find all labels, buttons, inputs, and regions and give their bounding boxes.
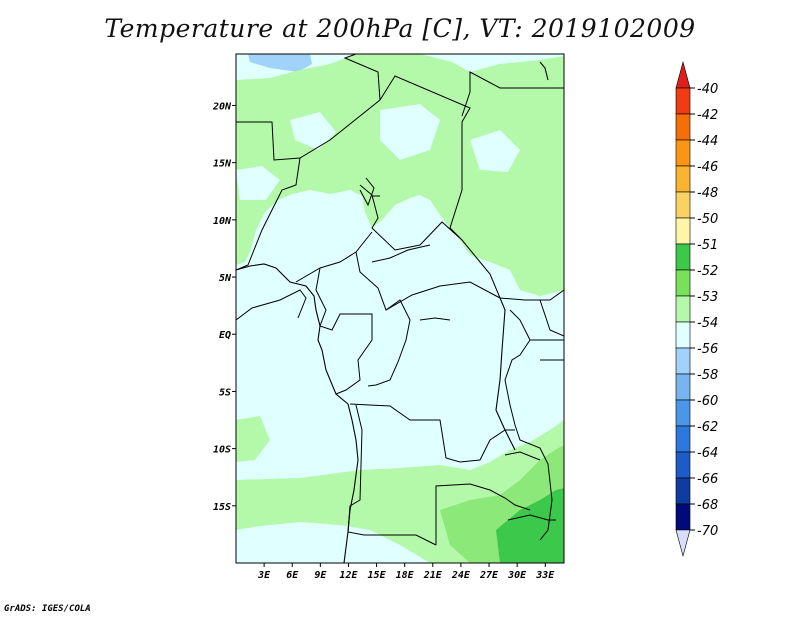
- lat-tick-label: 10S: [213, 445, 231, 456]
- colorbar-label: -70: [697, 524, 718, 539]
- border-line: [504, 309, 553, 541]
- field-warm-peak: [496, 488, 564, 563]
- colorbar-label: -51: [697, 238, 718, 253]
- lat-tick-label: 5N: [219, 273, 232, 284]
- colorbar-label: -62: [697, 420, 718, 435]
- colorbar-swatch: [675, 399, 691, 427]
- colorbar-label: -50: [697, 212, 718, 227]
- credit-text: GrADS: IGES/COLA: [4, 604, 91, 614]
- colorbar-swatch: [675, 425, 691, 453]
- colorbar-swatch: [675, 373, 691, 401]
- colorbar: -40 -42 -44 -46 -48 -50 -51 -52 -53 -54 -56 -58 -60 -…: [675, 60, 718, 558]
- colorbar-label: -44: [697, 134, 718, 149]
- colorbar-label: -56: [697, 342, 718, 357]
- country-borders: [236, 54, 564, 546]
- border-line: [236, 157, 301, 271]
- field-cool-hole-2: [470, 130, 520, 172]
- lat-axis: 20N 15N 10N 5N EQ 5S 10S 15S: [212, 101, 236, 513]
- lon-tick-label: 12E: [339, 570, 358, 581]
- map-frame: [235, 53, 565, 564]
- field-warm-west-patch: [236, 416, 270, 462]
- colorbar-label: -66: [697, 472, 718, 487]
- colorbar-swatch: [675, 113, 691, 141]
- lon-tick-label: 24E: [451, 570, 471, 581]
- lon-axis: 3E 6E 9E 12E 15E 18E 21E 24E 27E 30E 33E: [257, 563, 555, 581]
- colorbar-swatch: [675, 321, 691, 349]
- colorbar-label: -54: [697, 316, 718, 331]
- field-cool-hole-4: [236, 166, 280, 200]
- colorbar-swatch: [675, 217, 691, 245]
- border-line: [359, 184, 463, 251]
- colorbar-swatch: [675, 477, 691, 505]
- lat-tick-label: 15S: [213, 502, 231, 513]
- map-field: [236, 54, 564, 563]
- border-line: [359, 177, 380, 207]
- lon-tick-label: 21E: [423, 570, 443, 581]
- border-line: [349, 403, 515, 463]
- colorbar-label: -64: [697, 446, 718, 461]
- border-line: [504, 451, 556, 521]
- chart-title: Temperature at 200hPa [C], VT: 201910200…: [104, 14, 696, 43]
- colorbar-label: -68: [697, 498, 718, 513]
- colorbar-label: -52: [697, 264, 718, 279]
- coastline-path: [419, 297, 516, 451]
- border-line: [367, 299, 411, 387]
- lon-tick-label: 6E: [286, 570, 299, 581]
- colorbar-label: -42: [697, 108, 718, 123]
- field-cool-hole-1: [380, 104, 440, 160]
- lat-tick-label: 10N: [213, 216, 232, 227]
- lat-tick-label: 15N: [213, 159, 232, 170]
- colorbar-label: -60: [697, 394, 718, 409]
- colorbar-swatch: [675, 165, 691, 193]
- colorbar-swatch: [675, 87, 691, 115]
- colorbar-swatch: [675, 295, 691, 323]
- colorbar-swatch: [675, 191, 691, 219]
- border-line: [530, 299, 564, 361]
- coastline-path: [236, 263, 359, 563]
- border-line: [236, 54, 381, 161]
- colorbar-swatch: [675, 347, 691, 375]
- colorbar-label: -58: [697, 368, 718, 383]
- border-line: [236, 289, 307, 321]
- lon-tick-label: 18E: [396, 570, 415, 581]
- colorbar-arrow-top: [675, 60, 691, 89]
- lat-tick-label: 20N: [212, 101, 232, 112]
- coastline-path: [539, 61, 549, 81]
- border-line: [435, 483, 531, 545]
- colorbar-arrow-bottom: [675, 529, 691, 558]
- lon-tick-label: 33E: [535, 570, 555, 581]
- field-cold-patch: [248, 54, 312, 72]
- colorbar-swatch: [675, 139, 691, 167]
- lon-tick-label: 15E: [368, 570, 387, 581]
- colorbar-swatch: [675, 243, 691, 271]
- lat-tick-label: 5S: [219, 387, 231, 398]
- border-line: [315, 267, 373, 395]
- border-line: [295, 231, 501, 311]
- lon-tick-label: 3E: [257, 570, 271, 581]
- colorbar-label: -40: [697, 82, 718, 97]
- colorbar-label: -46: [697, 160, 718, 175]
- colorbar-swatch: [675, 503, 691, 531]
- border-line: [461, 71, 564, 117]
- colorbar-swatch: [675, 269, 691, 297]
- colorbar-swatch: [675, 451, 691, 479]
- lat-tick-label: EQ: [219, 330, 231, 341]
- coastline: [236, 61, 549, 563]
- lon-tick-label: 27E: [479, 570, 499, 581]
- colorbar-label: -48: [697, 186, 718, 201]
- lon-tick-label: 9E: [314, 570, 327, 581]
- lon-tick-label: 30E: [507, 570, 527, 581]
- colorbar-label: -53: [697, 290, 718, 305]
- field-cool-hole-3: [290, 112, 336, 150]
